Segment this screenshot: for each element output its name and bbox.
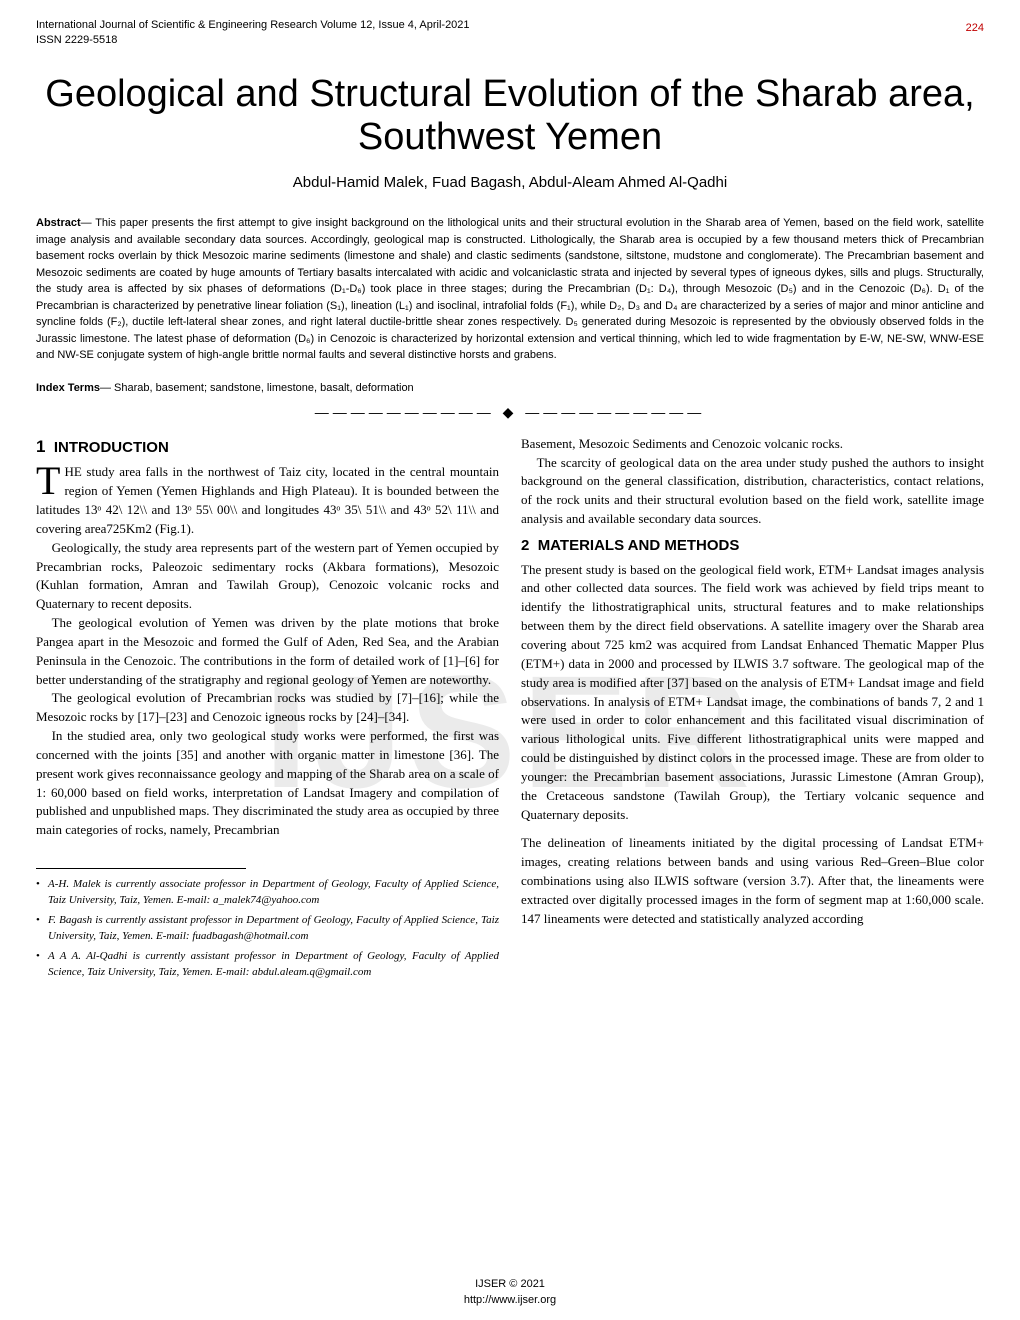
right-p0: Basement, Mesozoic Sediments and Cenozoi… — [521, 435, 984, 454]
dropcap: T — [36, 463, 64, 499]
right-column: Basement, Mesozoic Sediments and Cenozoi… — [521, 435, 984, 985]
authors: Abdul-Hamid Malek, Fuad Bagash, Abdul-Al… — [36, 174, 984, 191]
abstract-text: — This paper presents the first attempt … — [36, 217, 984, 361]
page-footer: IJSER © 2021 http://www.ijser.org — [0, 1277, 1020, 1308]
intro-p1: THE study area falls in the northwest of… — [36, 463, 499, 538]
journal-line: International Journal of Scientific & En… — [36, 18, 984, 33]
page: IJSER International Journal of Scientifi… — [0, 0, 1020, 1320]
intro-p2: Geologically, the study area represents … — [36, 539, 499, 614]
paper-title: Geological and Structural Evolution of t… — [36, 73, 984, 160]
footnote-separator — [36, 868, 246, 869]
section-2-num: 2 — [521, 537, 529, 554]
footer-copyright: IJSER © 2021 — [0, 1277, 1020, 1292]
footnotes: A-H. Malek is currently associate profes… — [36, 877, 499, 981]
page-number: 224 — [966, 22, 984, 34]
header-meta: International Journal of Scientific & En… — [36, 18, 984, 49]
intro-p5: In the studied area, only two geological… — [36, 727, 499, 840]
section-2-label: MATERIALS AND METHODS — [538, 537, 740, 554]
section-divider: —————————— ◆ —————————— — [36, 404, 984, 421]
methods-p1: The present study is based on the geolog… — [521, 561, 984, 825]
section-1-heading: 1 INTRODUCTION — [36, 435, 499, 460]
footer-url: http://www.ijser.org — [0, 1293, 1020, 1308]
intro-p4: The geological evolution of Precambrian … — [36, 689, 499, 727]
left-column: 1 INTRODUCTION THE study area falls in t… — [36, 435, 499, 985]
footnote-3: A A A. Al-Qadhi is currently assistant p… — [36, 949, 499, 981]
intro-p1-text: HE study area falls in the northwest of … — [36, 464, 499, 536]
footnote-2: F. Bagash is currently assistant profess… — [36, 913, 499, 945]
issn-line: ISSN 2229-5518 — [36, 33, 984, 48]
section-1-label: INTRODUCTION — [54, 439, 169, 456]
abstract-label: Abstract — [36, 217, 81, 229]
index-terms-label: Index Terms — [36, 382, 100, 394]
methods-p2: The delineation of lineaments initiated … — [521, 834, 984, 928]
footnote-1: A-H. Malek is currently associate profes… — [36, 877, 499, 909]
index-terms: Index Terms— Sharab, basement; sandstone… — [36, 382, 984, 394]
intro-p3: The geological evolution of Yemen was dr… — [36, 614, 499, 689]
section-2-heading: 2 MATERIALS AND METHODS — [521, 535, 984, 557]
abstract: Abstract— This paper presents the first … — [36, 215, 984, 364]
two-column-body: 1 INTRODUCTION THE study area falls in t… — [36, 435, 984, 985]
right-p1: The scarcity of geological data on the a… — [521, 454, 984, 529]
section-1-num: 1 — [36, 437, 45, 456]
index-terms-text: — Sharab, basement; sandstone, limestone… — [100, 382, 414, 394]
